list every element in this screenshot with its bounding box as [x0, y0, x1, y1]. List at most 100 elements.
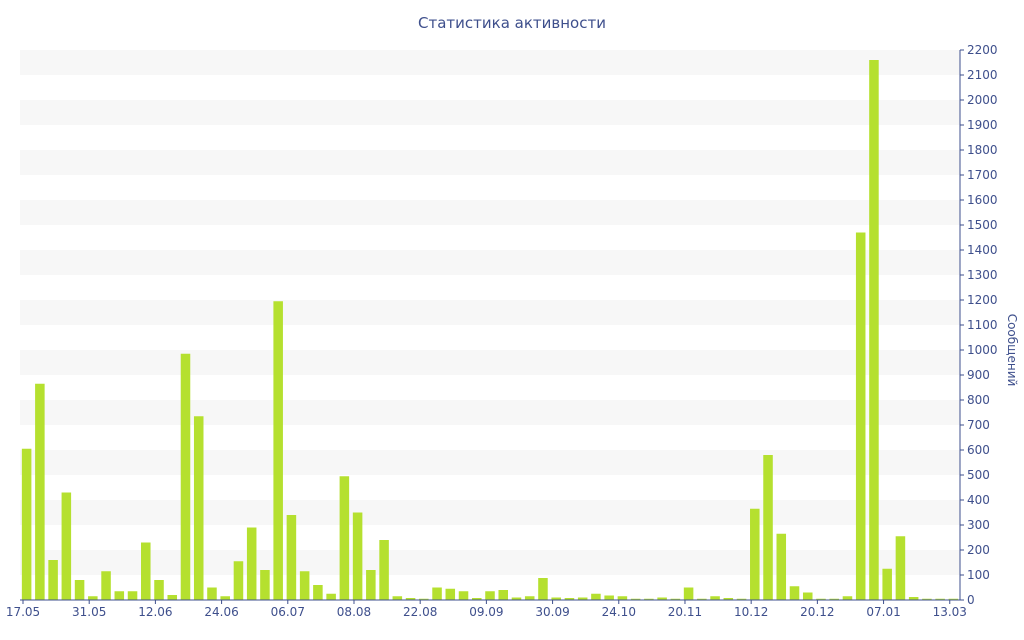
- grid-band: [20, 200, 960, 225]
- y-tick-label: 200: [967, 543, 990, 557]
- bar: [750, 508, 760, 600]
- bar: [154, 580, 164, 600]
- y-tick-label: 900: [967, 368, 990, 382]
- y-tick-label: 2200: [967, 43, 998, 57]
- bar: [855, 232, 866, 600]
- y-tick-label: 800: [967, 393, 990, 407]
- grid-band: [20, 500, 960, 525]
- chart-title: Статистика активности: [418, 14, 606, 32]
- bar: [458, 591, 469, 600]
- y-tick-label: 1300: [967, 268, 998, 282]
- x-tick-label: 31.05: [72, 605, 106, 619]
- x-axis-ticks: 17.05 31.05 12.06 24.06 06.07 08.08 22.08 09.09…: [6, 600, 967, 619]
- bar: [48, 560, 58, 600]
- x-tick-label: 12.06: [138, 605, 172, 619]
- bar: [193, 416, 204, 600]
- bar: [591, 593, 601, 600]
- bar: [471, 598, 482, 600]
- grid-band: [20, 550, 960, 575]
- bar: [697, 598, 707, 600]
- bar: [366, 570, 376, 600]
- bar: [260, 570, 270, 600]
- grid-band: [20, 400, 960, 425]
- grid-band: [20, 150, 960, 175]
- bar: [101, 571, 111, 600]
- grid-band: [20, 350, 960, 375]
- bar: [233, 561, 244, 600]
- bar: [644, 598, 654, 600]
- bar: [74, 580, 85, 600]
- grid-band: [20, 300, 960, 325]
- bar: [21, 448, 32, 600]
- y-axis-title: Сообщений: [1005, 314, 1019, 387]
- bar: [842, 596, 853, 600]
- bar: [114, 591, 125, 600]
- bar: [167, 595, 178, 600]
- y-tick-label: 1200: [967, 293, 998, 307]
- bar: [908, 597, 919, 600]
- bar: [604, 595, 614, 600]
- bar: [776, 533, 787, 600]
- bar: [299, 571, 310, 600]
- bar: [617, 596, 628, 600]
- bar-series: [21, 60, 959, 600]
- bar: [511, 597, 522, 600]
- y-tick-label: 1100: [967, 318, 998, 332]
- y-tick-label: 500: [967, 468, 990, 482]
- bar: [683, 587, 694, 600]
- y-tick-label: 400: [967, 493, 990, 507]
- grid-band: [20, 50, 960, 75]
- x-tick-label: 24.10: [602, 605, 636, 619]
- y-tick-label: 1700: [967, 168, 998, 182]
- x-tick-label: 08.08: [337, 605, 371, 619]
- bar: [736, 598, 747, 600]
- grid-band: [20, 250, 960, 275]
- x-tick-label: 10.12: [734, 605, 768, 619]
- bar: [127, 591, 138, 600]
- bar: [869, 60, 879, 600]
- bar: [538, 578, 548, 600]
- bar: [35, 383, 45, 600]
- bar: [313, 585, 323, 600]
- grid-band: [20, 450, 960, 475]
- bar: [524, 596, 535, 600]
- x-tick-label: 24.06: [204, 605, 238, 619]
- y-tick-label: 1800: [967, 143, 998, 157]
- bar: [498, 590, 509, 600]
- grid-band: [20, 100, 960, 125]
- y-tick-label: 1900: [967, 118, 998, 132]
- bar: [485, 591, 495, 600]
- bar: [432, 587, 442, 600]
- bar: [326, 593, 336, 600]
- y-axis-ticks: 0 100 200 300 400 500 600 700 800 900 1000 1100 1200…: [960, 43, 998, 607]
- x-tick-label: 07.01: [866, 605, 900, 619]
- bar: [710, 596, 720, 600]
- bar: [948, 598, 959, 600]
- bar: [445, 588, 456, 600]
- bar: [630, 598, 641, 600]
- bar: [723, 598, 734, 600]
- bar: [564, 598, 575, 600]
- y-tick-label: 1000: [967, 343, 998, 357]
- bar: [882, 568, 892, 600]
- bar: [763, 455, 773, 600]
- bar: [286, 515, 297, 600]
- x-tick-label: 20.12: [800, 605, 834, 619]
- y-tick-label: 300: [967, 518, 990, 532]
- y-tick-label: 1400: [967, 243, 998, 257]
- bar: [895, 536, 906, 600]
- grid-bands: [20, 50, 960, 575]
- bar: [802, 592, 813, 600]
- bar: [246, 527, 257, 600]
- x-tick-label: 17.05: [6, 605, 40, 619]
- x-tick-label: 06.07: [271, 605, 305, 619]
- bar: [352, 512, 363, 600]
- bar: [922, 598, 932, 600]
- bar: [392, 596, 403, 600]
- x-tick-label: 22.08: [403, 605, 437, 619]
- x-tick-label: 30.09: [535, 605, 569, 619]
- bar: [88, 596, 98, 600]
- y-tick-label: 1500: [967, 218, 998, 232]
